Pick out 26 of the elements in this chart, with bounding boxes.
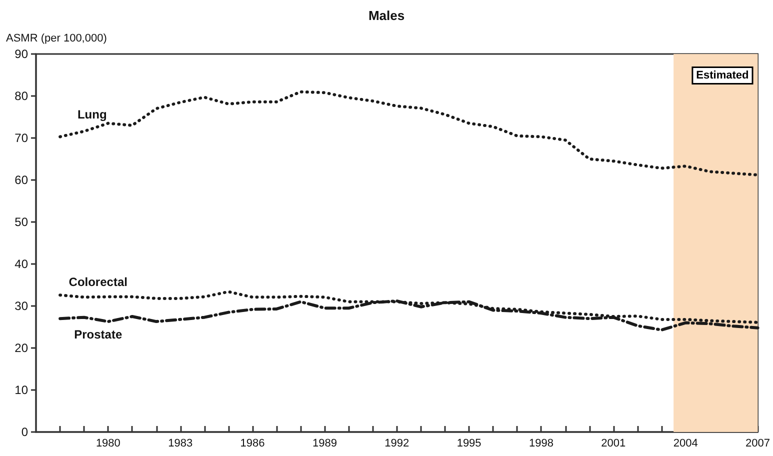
y-tick-label: 20	[14, 341, 28, 355]
series-label: Prostate	[74, 327, 122, 342]
x-tick-label: 2001	[601, 438, 626, 450]
x-tick-label: 1989	[312, 438, 337, 450]
y-tick-label: 0	[21, 425, 28, 439]
y-tick-label: 10	[14, 383, 28, 397]
x-tick-label: 1992	[384, 438, 410, 450]
x-tick-label: 2007	[746, 438, 770, 450]
x-tick-label: 1983	[168, 438, 193, 450]
y-tick-label: 80	[14, 89, 28, 103]
band-label: Estimated	[696, 70, 749, 82]
x-tick-label: 1995	[456, 438, 482, 450]
y-tick-label: 50	[14, 215, 28, 229]
y-tick-label: 30	[14, 299, 28, 313]
x-tick-label: 1980	[96, 438, 120, 450]
chart-title: Males	[368, 8, 405, 23]
x-tick-label: 1986	[240, 438, 265, 450]
series-label: Colorectal	[68, 275, 128, 290]
y-tick-label: 40	[14, 257, 28, 271]
y-tick-label: 60	[14, 173, 28, 187]
y-axis-title: ASMR (per 100,000)	[6, 32, 107, 44]
series-label: Lung	[77, 107, 107, 122]
x-tick-label: 1998	[528, 438, 554, 450]
y-tick-label: 70	[14, 131, 28, 145]
x-tick-label: 2004	[673, 438, 698, 450]
y-tick-label: 90	[14, 47, 28, 61]
